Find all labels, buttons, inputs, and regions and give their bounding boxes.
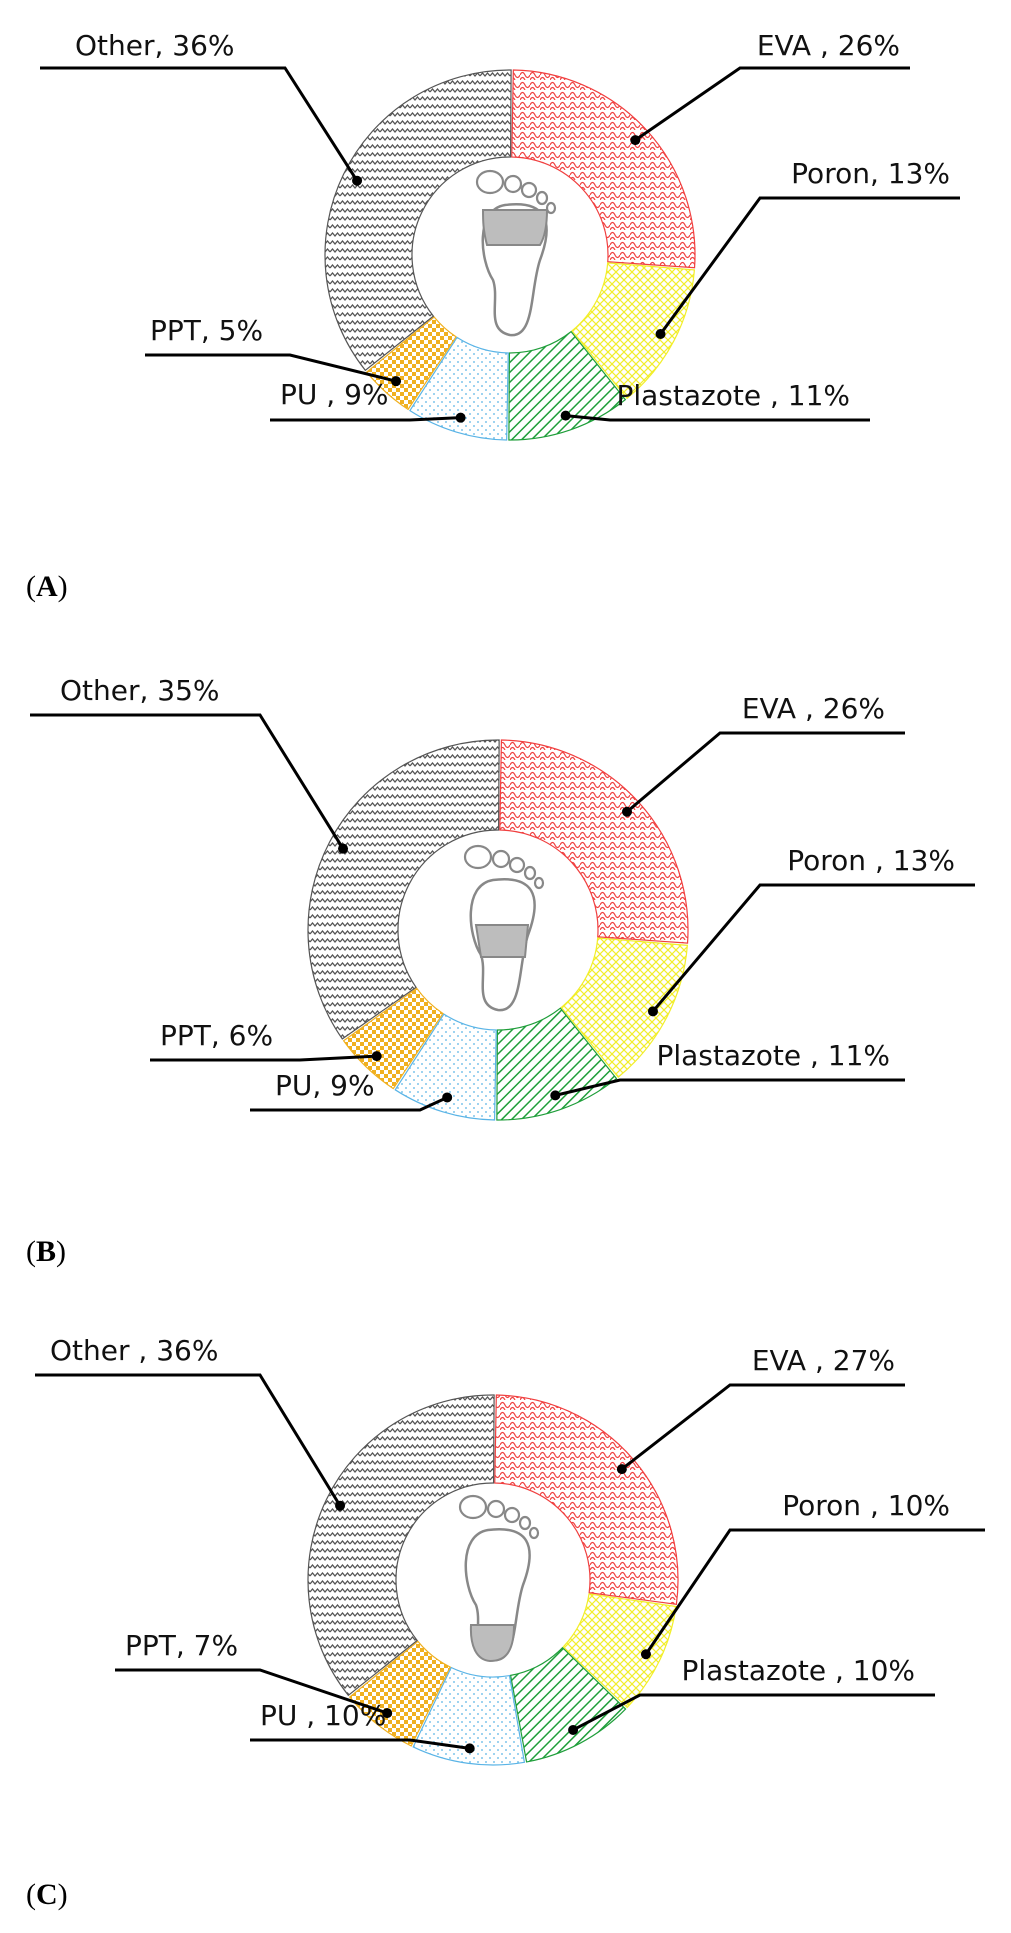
slice-ppt [348,1640,451,1747]
leader-line [35,1373,342,1507]
leader-line [145,353,397,383]
label-ppt: PPT, 7% [125,1629,238,1662]
toe-shape [491,849,511,869]
label-poron: Poron , 13% [787,844,955,877]
label-poron: Poron , 10% [782,1489,950,1522]
leader-line [565,414,870,422]
leader-line [250,1096,448,1112]
highlighted-region [474,924,530,958]
toe-shape [458,1494,488,1520]
slice-eva [499,739,689,944]
panel-c: EVA , 27% Poron , 10% Plastazote , 10% PU ,… [0,1300,1011,1933]
toe-shape [486,1499,506,1519]
slice-ppt [342,987,444,1090]
leaders-c: EVA , 27% Poron , 10% Plastazote , 10% PU ,… [35,1334,985,1754]
toe-shape [528,1526,540,1540]
toe-shape [518,1515,532,1531]
leader-line [150,1054,377,1062]
slice-other [307,739,500,1040]
label-pu: PU, 9% [275,1069,375,1102]
slice-poron [560,937,689,1078]
label-other: Other , 36% [50,1334,218,1367]
panel-label-b: (B) [26,1235,67,1268]
toe-shape [545,201,557,215]
leader-line [30,713,345,850]
leader-line [626,731,905,813]
label-eva: EVA , 26% [742,692,885,725]
donut-chart-c: EVA , 27% Poron , 10% Plastazote , 10% PU ,… [35,1334,985,1766]
label-ppt: PPT, 5% [150,314,263,347]
foot-icon [463,844,545,1012]
slice-eva [494,1394,679,1605]
highlighted-region [481,209,549,246]
leader-line [270,416,461,422]
highlighted-region [469,1624,516,1663]
toe-shape [508,856,526,874]
leader-dot [550,1090,561,1101]
donut-chart-a: EVA , 26% Poron, 13% Plastazote , 11% PU , … [40,29,960,441]
slice-poron [562,1593,677,1709]
label-other: Other, 35% [60,674,220,707]
label-other: Other, 36% [75,29,235,62]
label-eva: EVA , 26% [757,29,900,62]
label-pu: PU , 10% [260,1699,386,1732]
toe-shape [463,844,493,870]
donut-chart-b: EVA , 26% Poron , 13% Plastazote , 11% PU, … [30,674,975,1121]
slice-ppt [365,316,457,411]
panel-label-c: (C) [26,1878,68,1911]
label-plastazote: Plastazote , 11% [616,379,850,412]
slice-plastazote [509,1646,627,1763]
slice-pu [412,1666,526,1766]
leaders-b: EVA , 26% Poron , 13% Plastazote , 11% PU, … [30,674,975,1112]
label-pu: PU , 9% [280,378,389,411]
leaders-a: EVA , 26% Poron, 13% Plastazote , 11% PU , … [40,29,960,423]
slices-b [307,739,689,1121]
leader-dot [382,1708,393,1719]
slice-other [307,1394,495,1697]
panel-b: EVA , 26% Poron , 13% Plastazote , 11% PU, … [0,650,1011,1290]
leader-line [634,66,910,142]
slices-c [307,1394,679,1766]
panel-a: EVA , 26% Poron, 13% Plastazote , 11% PU , … [0,0,1011,620]
toe-shape [475,169,505,195]
label-eva: EVA , 27% [752,1344,895,1377]
toe-shape [523,865,537,881]
toe-shape [503,1506,521,1524]
panel-label-a: (A) [26,570,68,603]
foot-icon [475,169,557,337]
leader-line [250,1738,470,1750]
leader-line [644,1528,985,1656]
leader-line [115,1668,388,1715]
slice-eva [511,69,696,269]
leader-line [620,1383,905,1471]
leader-dot [464,1743,475,1754]
slice-pu [394,1013,497,1121]
label-ppt: PPT, 6% [160,1019,273,1052]
toe-shape [535,190,549,206]
slices-a [324,69,696,441]
slice-poron [571,262,696,400]
slice-pu [409,336,509,441]
leader-line [651,883,975,1013]
toe-shape [533,876,545,890]
toe-shape [520,181,538,199]
foot-icon [458,1494,540,1663]
leader-line [40,66,359,182]
label-poron: Poron, 13% [791,157,950,190]
label-plastazote: Plastazote , 11% [656,1039,890,1072]
slice-other [324,69,512,372]
slice-plastazote [496,1007,618,1121]
leader-line [572,1693,935,1732]
toe-shape [503,174,523,194]
label-plastazote: Plastazote , 10% [681,1654,915,1687]
leader-line [659,196,960,335]
leader-line [554,1078,905,1097]
